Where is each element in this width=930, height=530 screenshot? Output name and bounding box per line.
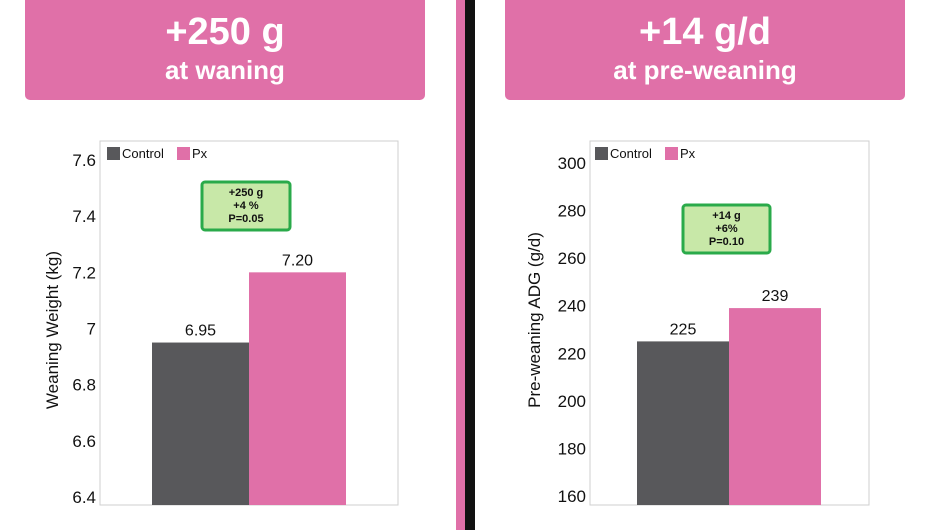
left-banner-subtitle: at waning bbox=[165, 55, 285, 85]
adg-ytick-label: 160 bbox=[558, 487, 586, 506]
adg-bar-control bbox=[637, 341, 729, 505]
right-banner-headline: +14 g/d bbox=[639, 11, 771, 53]
left-headline-banner: +250 g at waning bbox=[25, 0, 425, 100]
adg-annotation-line: P=0.10 bbox=[709, 236, 744, 248]
weight-annotation-line: +250 g bbox=[229, 187, 264, 199]
adg-ytick-label: 200 bbox=[558, 392, 586, 411]
weight-annotation-box bbox=[200, 180, 292, 232]
adg-annotation-box bbox=[681, 203, 772, 255]
weight-ytick-label: 7.4 bbox=[72, 207, 96, 226]
weight-data-label-px: 7.20 bbox=[282, 252, 313, 269]
weight-legend-label-control: Control bbox=[122, 146, 164, 161]
adg-ytick-label: 280 bbox=[558, 202, 586, 221]
weight-ytick-label: 6.4 bbox=[72, 488, 96, 507]
adg-annotation-line: +14 g bbox=[712, 210, 740, 222]
weight-annotation-line: P=0.05 bbox=[228, 213, 263, 225]
weight-ytick-label: 6.6 bbox=[72, 432, 96, 451]
adg-legend-label-px: Px bbox=[680, 146, 696, 161]
weight-y-axis-title: Weaning Weight (kg) bbox=[43, 251, 62, 409]
adg-y-axis-title: Pre-weaning ADG (g/d) bbox=[525, 232, 544, 408]
weight-ytick-label: 6.8 bbox=[72, 376, 96, 395]
right-headline-banner: +14 g/d at pre-weaning bbox=[505, 0, 905, 100]
center-divider-pink bbox=[456, 0, 465, 530]
adg-ytick-label: 260 bbox=[558, 249, 586, 268]
weight-bar-px bbox=[249, 272, 346, 505]
adg-data-label-control: 225 bbox=[670, 321, 697, 338]
adg-legend-swatch-control bbox=[595, 147, 608, 160]
adg-ytick-label: 240 bbox=[558, 297, 586, 316]
adg-ytick-label: 180 bbox=[558, 439, 586, 458]
left-banner-headline: +250 g bbox=[165, 11, 285, 53]
weight-ytick-label: 7.2 bbox=[72, 263, 96, 282]
adg-data-label-px: 239 bbox=[762, 288, 789, 305]
weight-ytick-label: 7 bbox=[87, 320, 96, 339]
weight-legend-swatch-control bbox=[107, 147, 120, 160]
weight-legend-swatch-px bbox=[177, 147, 190, 160]
adg-ytick-label: 220 bbox=[558, 344, 586, 363]
adg-legend-swatch-px bbox=[665, 147, 678, 160]
adg-ytick-label: 300 bbox=[558, 154, 586, 173]
adg-bar-px bbox=[729, 308, 821, 505]
right-banner-subtitle: at pre-weaning bbox=[613, 55, 797, 85]
weight-legend-label-px: Px bbox=[192, 146, 208, 161]
center-divider-black bbox=[465, 0, 475, 530]
weight-annotation-line: +4 % bbox=[233, 200, 259, 212]
adg-legend-label-control: Control bbox=[610, 146, 652, 161]
adg-annotation-line: +6% bbox=[715, 223, 738, 235]
weight-ytick-label: 7.6 bbox=[72, 151, 96, 170]
weight-data-label-control: 6.95 bbox=[185, 323, 216, 340]
weight-bar-control bbox=[152, 342, 249, 505]
